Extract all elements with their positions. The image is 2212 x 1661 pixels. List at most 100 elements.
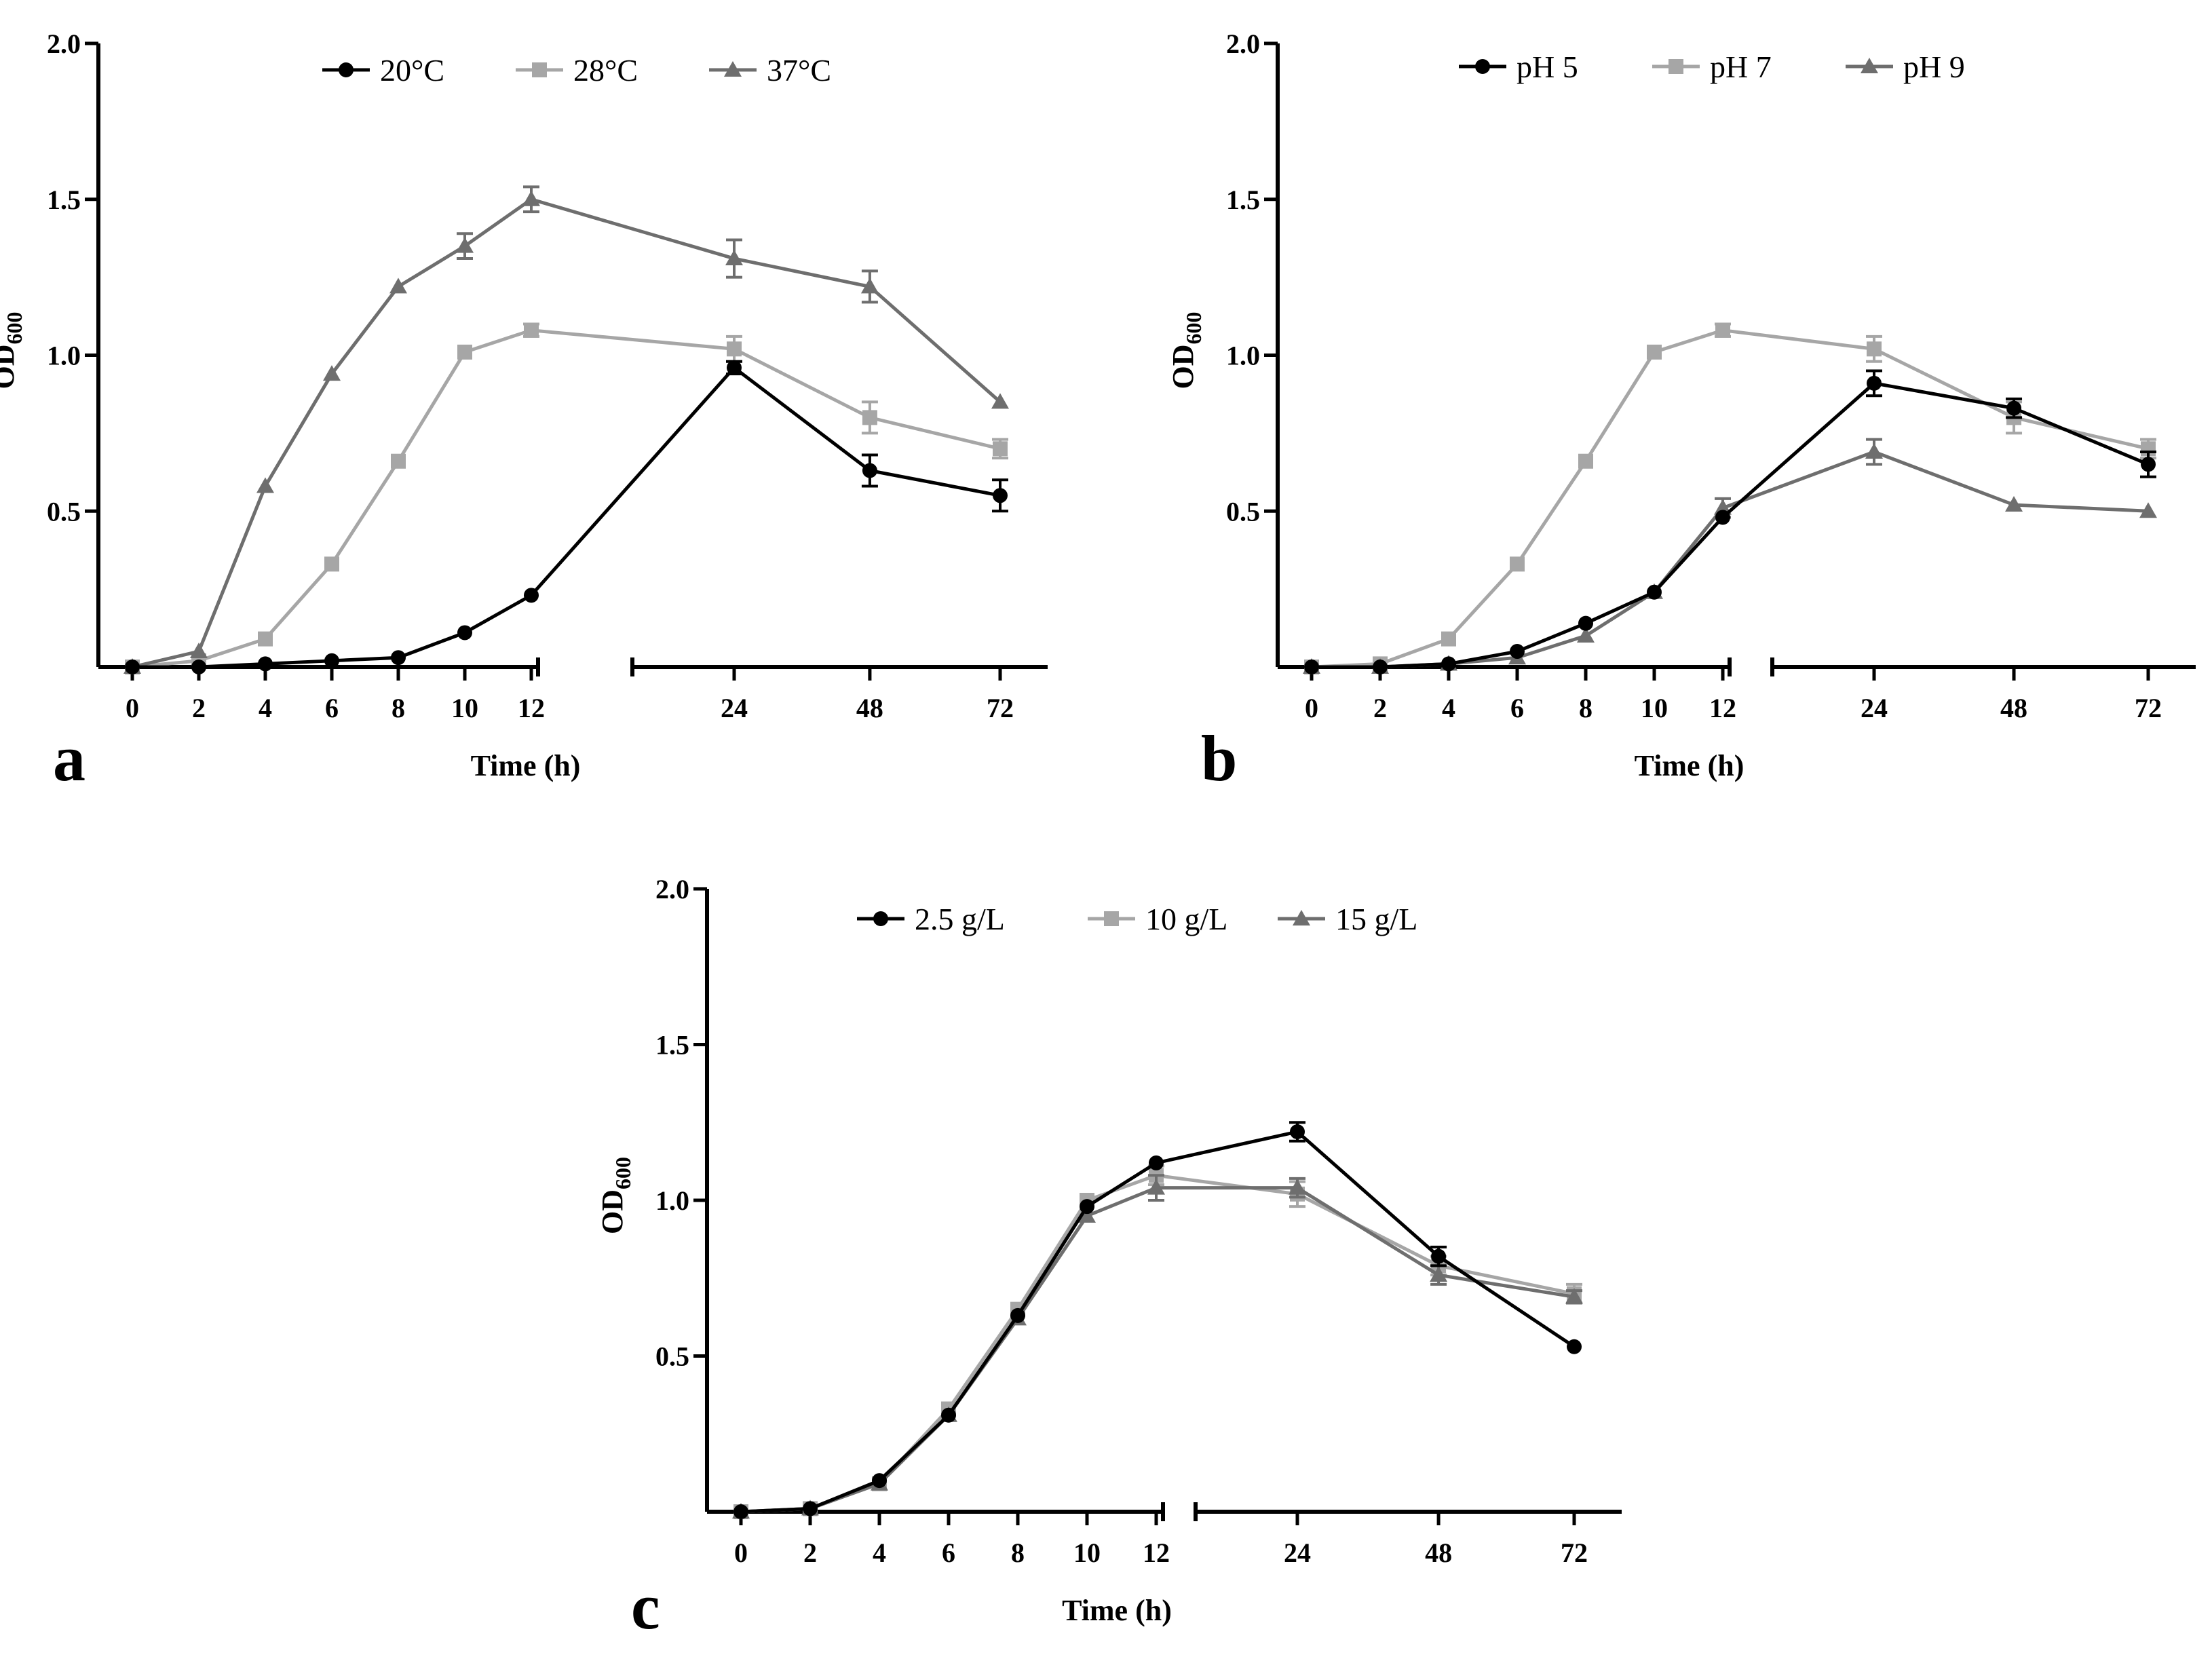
legend-item: pH 9 — [1846, 50, 1965, 84]
data-point — [258, 656, 273, 672]
x-tick-label: 72 — [987, 693, 1014, 723]
y-axis-title-main: OD — [0, 345, 20, 389]
legend-marker — [1475, 59, 1490, 74]
data-point — [258, 631, 273, 647]
y-axis-title-main: OD — [596, 1189, 629, 1234]
x-tick-label: 0 — [126, 693, 139, 723]
y-tick-label: 2.0 — [655, 874, 689, 904]
data-point — [1510, 556, 1525, 572]
series-line — [132, 365, 1001, 669]
x-tick-label: 12 — [518, 693, 545, 723]
data-point — [1289, 1179, 1306, 1195]
series-line — [1311, 328, 2149, 669]
series-15-g-L — [732, 1174, 1583, 1519]
panel-letter: a — [53, 722, 85, 795]
panel-letter: b — [1201, 722, 1237, 795]
data-point — [524, 588, 539, 603]
x-tick-label: 72 — [2135, 693, 2162, 723]
data-point — [324, 556, 339, 572]
data-point — [1577, 627, 1595, 643]
x-tick-label: 2 — [192, 693, 206, 723]
y-axis-title-sub: 600 — [1181, 312, 1206, 345]
data-point — [1715, 510, 1730, 525]
data-point — [1647, 584, 1662, 600]
legend-label: pH 9 — [1903, 50, 1965, 84]
data-point — [522, 190, 540, 206]
y-axis-title-sub: 600 — [2, 312, 26, 345]
legend-marker — [1293, 910, 1310, 925]
x-tick-label: 24 — [721, 693, 748, 723]
legend-marker — [339, 62, 354, 77]
legend-label: 28°C — [573, 53, 638, 88]
y-tick-label: 1.5 — [1226, 185, 1260, 215]
x-tick-label: 4 — [259, 693, 272, 723]
data-point — [1565, 1288, 1583, 1304]
data-point — [1430, 1266, 1448, 1282]
y-tick-label: 0.5 — [1226, 496, 1260, 527]
x-tick-label: 2 — [803, 1538, 817, 1568]
x-tick-label: 24 — [1284, 1538, 1311, 1568]
y-axis-title-main: OD — [1166, 345, 1200, 389]
y-tick-label: 1.5 — [47, 185, 81, 215]
data-point — [993, 441, 1008, 457]
x-tick-label: 10 — [451, 693, 478, 723]
panel-letter: c — [631, 1570, 660, 1643]
data-point — [1290, 1124, 1305, 1140]
data-point — [727, 360, 742, 375]
x-axis-title: Time (h) — [1062, 1594, 1172, 1627]
data-point — [2141, 457, 2156, 472]
x-tick-label: 48 — [2000, 693, 2027, 723]
y-tick-label: 0.5 — [655, 1341, 689, 1372]
x-tick-label: 0 — [1305, 693, 1318, 723]
x-tick-label: 6 — [1510, 693, 1524, 723]
legend-label: 10 g/L — [1145, 902, 1227, 936]
x-tick-label: 72 — [1561, 1538, 1588, 1568]
data-point — [1441, 631, 1456, 647]
data-point — [860, 278, 879, 294]
x-tick-label: 2 — [1373, 693, 1387, 723]
x-tick-label: 12 — [1709, 693, 1736, 723]
series-37-C — [123, 185, 1009, 674]
data-point — [1373, 660, 1388, 674]
legend-item: pH 5 — [1459, 50, 1578, 84]
legend-item: pH 7 — [1652, 50, 1772, 84]
data-point — [803, 1501, 818, 1516]
data-point — [2005, 496, 2023, 512]
x-tick-label: 8 — [1579, 693, 1593, 723]
data-point — [457, 344, 472, 360]
series-10-g-L — [733, 1164, 1582, 1519]
x-tick-label: 4 — [1442, 693, 1455, 723]
data-point — [191, 660, 206, 674]
x-tick-label: 10 — [1641, 693, 1668, 723]
x-tick-label: 48 — [856, 693, 883, 723]
legend-label: 15 g/L — [1335, 902, 1417, 936]
x-tick-label: 10 — [1073, 1538, 1101, 1568]
series-line — [1312, 450, 2149, 669]
data-point — [991, 393, 1009, 409]
x-tick-label: 8 — [392, 693, 405, 723]
data-point — [862, 463, 877, 478]
data-point — [391, 453, 406, 469]
x-axis-title: Time (h) — [471, 749, 581, 782]
data-point — [1867, 341, 1882, 357]
data-point — [1010, 1307, 1025, 1323]
legend-item: 10 g/L — [1088, 902, 1227, 936]
data-point — [1149, 1155, 1164, 1170]
data-point — [1080, 1199, 1094, 1215]
y-axis-title: OD600 — [1166, 312, 1206, 389]
x-tick-label: 12 — [1143, 1538, 1170, 1568]
legend-label: pH 5 — [1517, 50, 1578, 84]
data-point — [725, 250, 743, 266]
y-axis-title-sub: 600 — [611, 1157, 635, 1189]
data-point — [1431, 1248, 1447, 1264]
y-tick-label: 0.5 — [47, 496, 81, 527]
data-point — [862, 410, 877, 425]
legend-item: 20°C — [322, 53, 444, 88]
data-point — [1714, 499, 1732, 515]
data-point — [256, 477, 274, 493]
data-point — [1567, 1339, 1582, 1354]
legend-marker — [724, 61, 742, 77]
